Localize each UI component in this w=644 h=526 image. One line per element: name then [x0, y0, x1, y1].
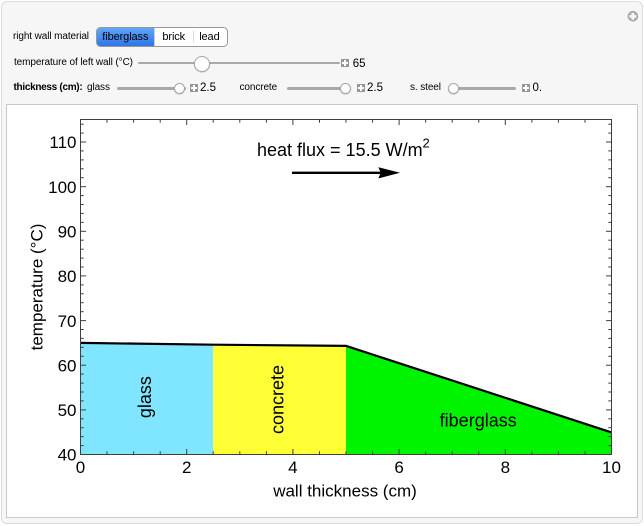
svg-text:90: 90 — [58, 223, 77, 242]
svg-text:heat flux = 15.5 W/m: heat flux = 15.5 W/m — [257, 140, 423, 160]
svg-text:60: 60 — [58, 356, 77, 375]
svg-text:10: 10 — [602, 458, 621, 477]
svg-text:6: 6 — [394, 458, 403, 477]
svg-text:100: 100 — [48, 178, 76, 197]
svg-text:50: 50 — [58, 401, 77, 420]
svg-text:2: 2 — [423, 136, 430, 151]
svg-text:concrete: concrete — [267, 365, 287, 434]
svg-text:fiberglass: fiberglass — [440, 411, 517, 431]
svg-text:40: 40 — [58, 446, 77, 465]
svg-text:glass: glass — [135, 376, 155, 418]
svg-text:8: 8 — [501, 458, 510, 477]
svg-text:80: 80 — [58, 267, 77, 286]
svg-text:4: 4 — [288, 458, 297, 477]
svg-text:110: 110 — [49, 133, 76, 152]
svg-text:temperature (°C): temperature (°C) — [27, 224, 46, 351]
svg-text:2: 2 — [182, 458, 191, 477]
svg-text:0: 0 — [76, 458, 85, 477]
svg-text:wall thickness (cm): wall thickness (cm) — [272, 482, 417, 501]
svg-text:70: 70 — [58, 312, 77, 331]
